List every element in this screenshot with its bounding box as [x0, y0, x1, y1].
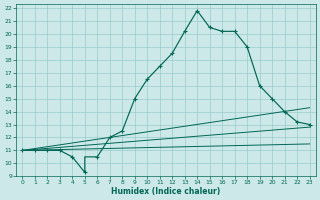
- X-axis label: Humidex (Indice chaleur): Humidex (Indice chaleur): [111, 187, 220, 196]
